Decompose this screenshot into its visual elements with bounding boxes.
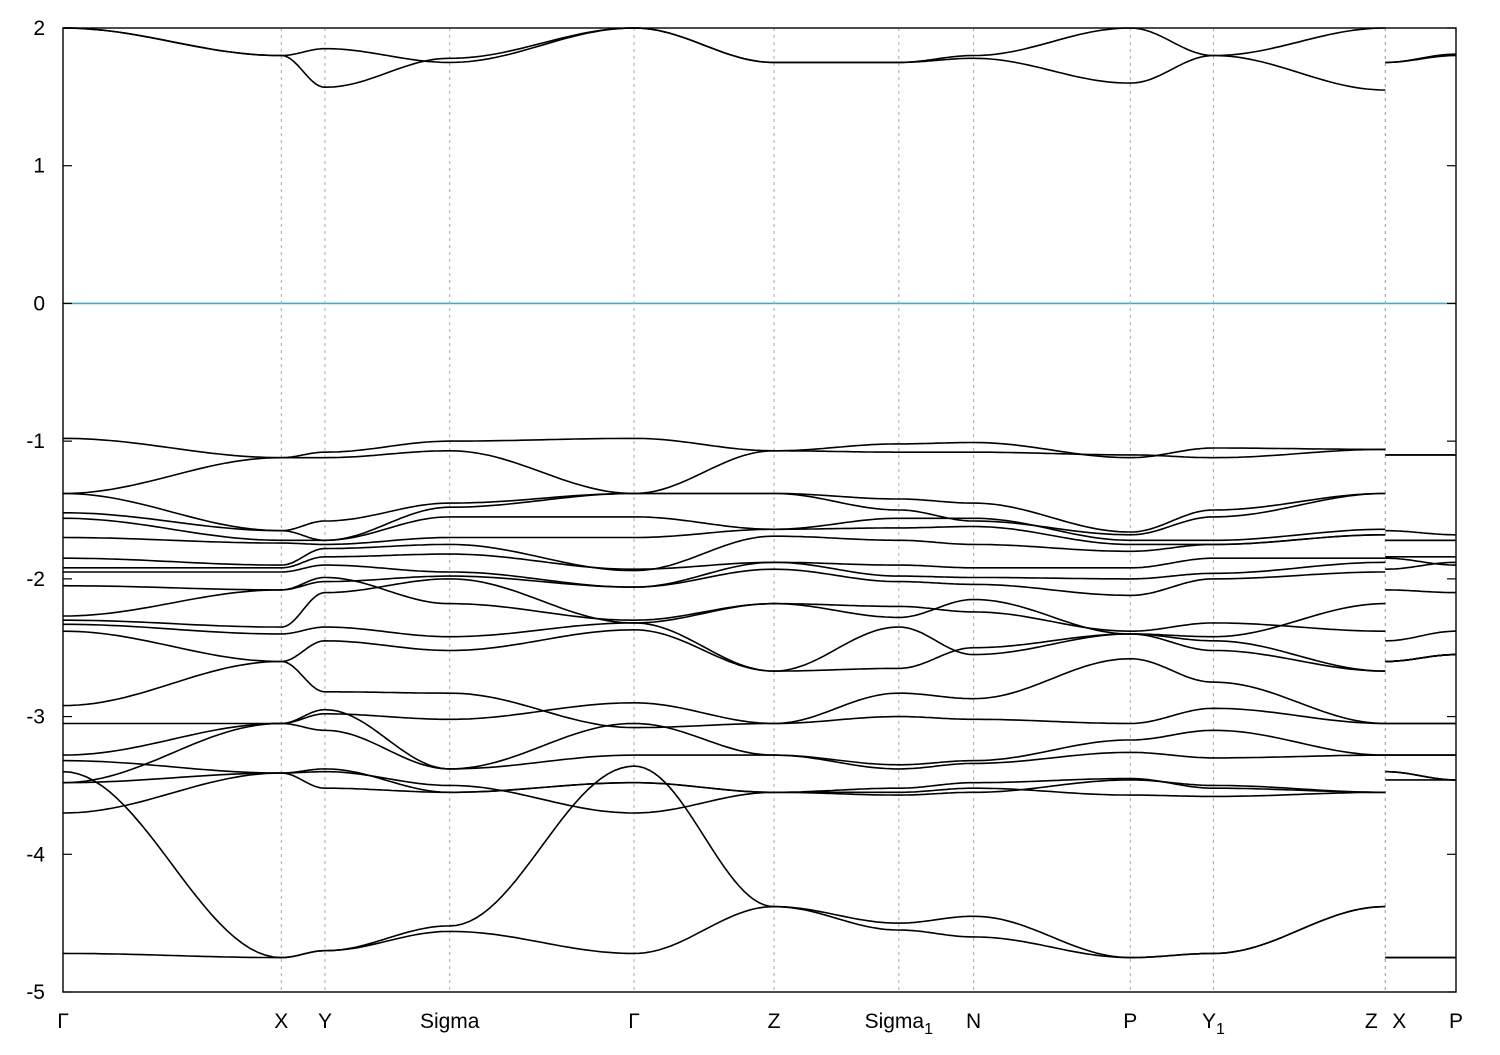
- plot-frame: [62, 27, 1457, 993]
- band-line-16: [62, 657, 1456, 729]
- y-tick-label-4: -2: [26, 568, 45, 591]
- band-line-13: [63, 578, 1456, 663]
- band-line-24: [62, 905, 1456, 959]
- y-tick-label-1: 1: [33, 155, 45, 178]
- band-line-22: [62, 770, 1456, 814]
- x-tick-label-4: Γ: [628, 1010, 640, 1033]
- band-line-8: [63, 534, 1456, 572]
- band-line-15: [62, 628, 1456, 672]
- band-line-2: [63, 437, 1456, 495]
- band-line-7: [62, 525, 1456, 558]
- y-tick-label-7: -5: [26, 981, 45, 1004]
- x-tick-label-7: N: [966, 1010, 981, 1033]
- x-tick-label-3: Sigma: [420, 1010, 480, 1033]
- band-line-23: [62, 765, 1456, 959]
- band-line-4: [62, 492, 1456, 542]
- y-tick-label-6: -4: [26, 843, 45, 866]
- band-line-18: [62, 722, 1456, 770]
- y-axis: 2 1 0 -1 -2 -3 -4 -5: [26, 17, 1456, 1004]
- band-line-12: [63, 576, 1456, 663]
- y-tick-label-3: -1: [26, 430, 45, 453]
- band-line-17: [63, 701, 1456, 725]
- band-line-1: [62, 27, 1457, 91]
- x-tick-label-0: Γ: [57, 1010, 69, 1033]
- band-line-14: [63, 622, 1456, 672]
- x-tick-label-5: Z: [768, 1010, 781, 1033]
- x-tick-label-12: P: [1449, 1010, 1463, 1033]
- band-lines: [62, 27, 1457, 959]
- band-line-5: [63, 492, 1456, 542]
- band-line-0: [62, 27, 1456, 64]
- x-tick-label-2: Y: [318, 1010, 332, 1033]
- x-tick-label-6: Sigma1: [865, 1010, 934, 1038]
- y-tick-label-5: -3: [26, 706, 45, 729]
- band-line-19: [62, 708, 1456, 784]
- x-tick-label-1: X: [274, 1010, 288, 1033]
- x-tick-label-10: Z: [1365, 1010, 1378, 1033]
- band-line-20: [62, 759, 1456, 794]
- band-line-11: [62, 568, 1456, 642]
- y-tick-label-2: 0: [33, 292, 45, 315]
- x-tick-label-9: Y1: [1202, 1010, 1225, 1038]
- band-line-3: [62, 437, 1456, 495]
- plot-border: [62, 27, 1457, 993]
- x-tick-label-11: X: [1392, 1010, 1406, 1033]
- x-tick-label-8: P: [1123, 1010, 1137, 1033]
- x-axis: Γ X Y Sigma Γ Z Sigma1 N P Y1 Z X P: [57, 1010, 1463, 1038]
- y-tick-label-0: 2: [33, 17, 45, 40]
- band-line-9: [63, 553, 1457, 570]
- band-line-10: [63, 561, 1456, 594]
